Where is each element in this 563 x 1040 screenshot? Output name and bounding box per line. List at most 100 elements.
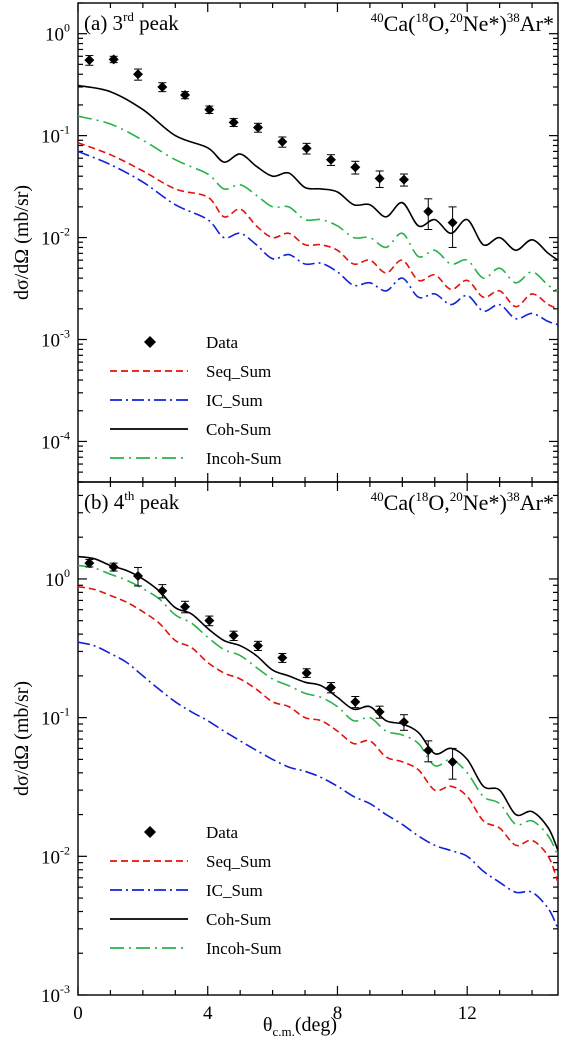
data-point bbox=[447, 756, 458, 767]
panel-label: (b) 4th peak bbox=[84, 488, 180, 514]
data-point bbox=[423, 745, 434, 756]
legend-data-label: Data bbox=[206, 823, 239, 842]
series-ic-line bbox=[78, 641, 558, 930]
data-point bbox=[398, 174, 409, 185]
curves bbox=[78, 555, 558, 930]
x-axis: 0 4 8 12 bbox=[73, 482, 533, 1024]
reaction-f: Ne*) bbox=[463, 490, 507, 515]
data-point bbox=[423, 206, 434, 217]
series-seq-line bbox=[78, 585, 558, 883]
y-tick-label: 10-1 bbox=[41, 123, 70, 148]
reaction-label: 40Ca(18O,20Ne*)38Ar* bbox=[371, 10, 554, 36]
data-point bbox=[301, 143, 312, 154]
y-tick-label: 10-3 bbox=[41, 982, 70, 1007]
series-ic-line bbox=[78, 150, 558, 326]
data-point bbox=[301, 667, 312, 678]
x-tick-label: 8 bbox=[333, 1003, 343, 1024]
y-tick-exp: 0 bbox=[64, 566, 70, 580]
series-seq-line bbox=[78, 142, 558, 310]
data-point bbox=[180, 601, 191, 612]
data-point bbox=[228, 117, 239, 128]
y-tick-base: 10 bbox=[41, 127, 60, 148]
y-axis-label: dσ/dΩ (mb/sr) bbox=[11, 185, 33, 300]
x-tick-label: 4 bbox=[203, 1003, 213, 1024]
y-tick-label: 100 bbox=[45, 21, 70, 46]
series-incoh-line bbox=[78, 564, 558, 857]
plot-frame bbox=[77, 481, 559, 996]
legend-ic-label: IC_Sum bbox=[206, 881, 263, 900]
x-axis-label-sub: c.m. bbox=[273, 1024, 295, 1039]
x-tick-label: 12 bbox=[458, 1003, 477, 1024]
x-axis bbox=[77, 3, 533, 482]
reaction-g: 38 bbox=[507, 489, 520, 504]
y-tick-base: 10 bbox=[45, 25, 64, 46]
panel-label-main: (b) 4 bbox=[84, 490, 125, 514]
panel-label-tail: peak bbox=[134, 11, 179, 35]
reaction-a: 40 bbox=[371, 10, 384, 25]
legend: Data Seq_Sum IC_Sum Coh-Sum Incoh-Sum bbox=[110, 333, 282, 468]
panel-label-main: (a) 3 bbox=[84, 11, 123, 35]
y-tick-exp: -1 bbox=[60, 705, 70, 719]
reaction-f: Ne*) bbox=[463, 11, 507, 36]
legend-seq-label: Seq_Sum bbox=[206, 362, 271, 381]
reaction-h: Ar* bbox=[520, 11, 554, 36]
x-tick-label: 0 bbox=[73, 1003, 83, 1024]
data-point bbox=[84, 55, 95, 66]
reaction-d: O, bbox=[428, 490, 449, 515]
legend-seq-label: Seq_Sum bbox=[206, 852, 271, 871]
reaction-h: Ar* bbox=[520, 490, 554, 515]
data-points bbox=[84, 54, 458, 248]
y-tick-exp: -2 bbox=[60, 225, 70, 239]
y-tick-exp: -2 bbox=[60, 843, 70, 857]
data-point bbox=[157, 81, 168, 92]
data-point bbox=[204, 104, 215, 115]
x-axis-label-unit: (deg) bbox=[295, 1014, 337, 1036]
data-point bbox=[133, 69, 143, 80]
legend-data-marker bbox=[144, 336, 156, 348]
data-point bbox=[277, 652, 288, 663]
reaction-c: 18 bbox=[415, 10, 428, 25]
data-point bbox=[253, 640, 263, 651]
y-tick-base: 10 bbox=[41, 986, 60, 1007]
data-point bbox=[133, 570, 143, 581]
reaction-a: 40 bbox=[371, 489, 384, 504]
y-tick-exp: -4 bbox=[60, 428, 70, 442]
series-incoh-line bbox=[78, 115, 558, 292]
data-point bbox=[350, 162, 361, 173]
panel-label-sup: th bbox=[124, 488, 135, 503]
data-point bbox=[398, 716, 409, 727]
data-point bbox=[84, 558, 95, 569]
reaction-d: O, bbox=[428, 11, 449, 36]
x-axis-title: θc.m.(deg) bbox=[263, 1014, 337, 1039]
panel-label: (a) 3rd peak bbox=[84, 9, 179, 35]
panel-label-sup: rd bbox=[123, 9, 134, 24]
data-point bbox=[108, 561, 119, 572]
legend-data-label: Data bbox=[206, 333, 239, 352]
y-tick-exp: 0 bbox=[64, 21, 70, 35]
y-tick-label: 10-1 bbox=[41, 705, 70, 730]
data-point bbox=[180, 90, 191, 101]
y-tick-label: 100 bbox=[45, 566, 70, 591]
legend-incoh-label: Incoh-Sum bbox=[206, 939, 282, 958]
data-points bbox=[84, 558, 458, 780]
reaction-b: Ca( bbox=[384, 11, 416, 36]
data-point bbox=[350, 696, 361, 707]
y-tick-base: 10 bbox=[41, 709, 60, 730]
plot-frame bbox=[77, 2, 559, 483]
data-point bbox=[374, 173, 385, 184]
y-tick-label: 10-2 bbox=[41, 225, 70, 250]
y-tick-base: 10 bbox=[41, 847, 60, 868]
data-point bbox=[277, 136, 288, 147]
reaction-g: 38 bbox=[507, 10, 520, 25]
x-axis-label-main: θ bbox=[263, 1014, 273, 1036]
reaction-e: 20 bbox=[450, 489, 463, 504]
curves bbox=[78, 84, 558, 326]
series-coh-line bbox=[78, 84, 558, 261]
legend-coh-label: Coh-Sum bbox=[206, 910, 271, 929]
legend-ic-label: IC_Sum bbox=[206, 391, 263, 410]
